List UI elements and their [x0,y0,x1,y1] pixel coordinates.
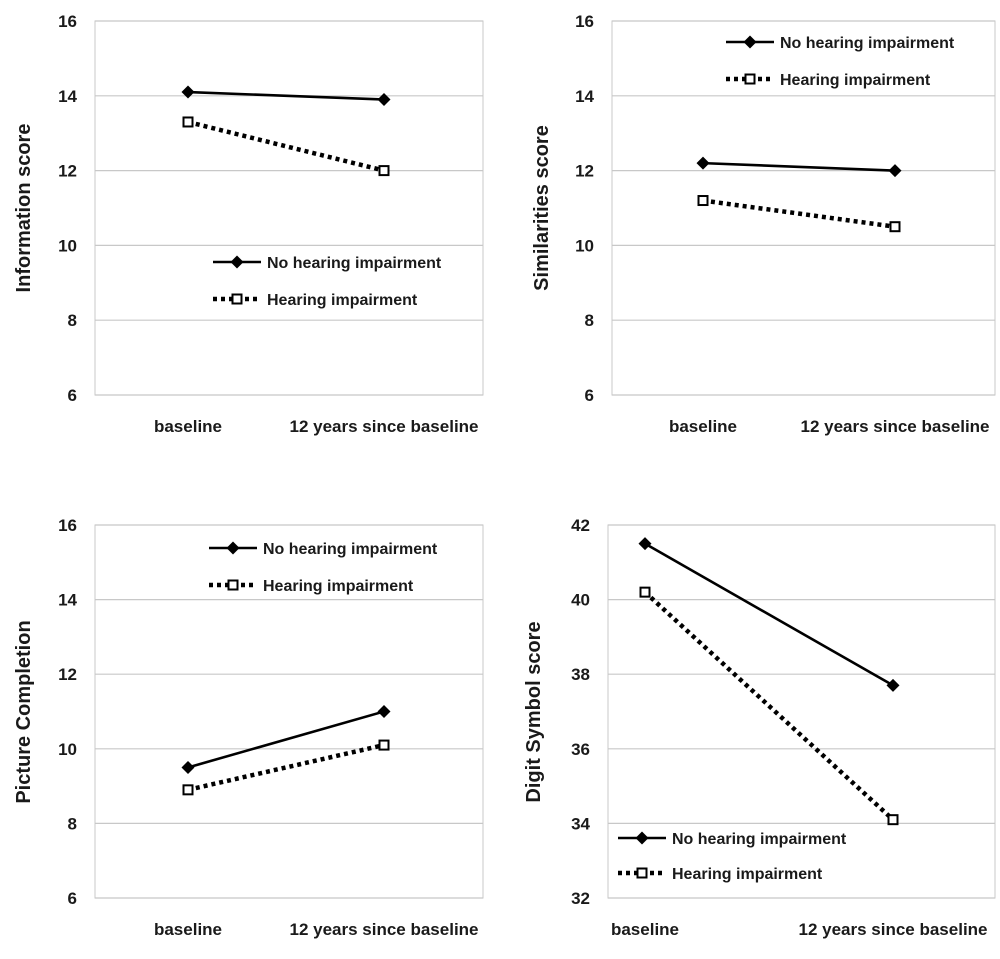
data-point-diamond [181,760,195,774]
data-point-diamond [638,537,652,551]
data-point-diamond [181,85,195,99]
series-line-no-hearing-impairment [187,90,385,101]
x-category-label: 12 years since baseline [800,417,989,436]
data-point-square [182,116,194,128]
data-point-diamond [886,678,900,692]
legend-label: No hearing impairment [780,35,955,52]
chart-panel-1: 6 8 10 12 14 16 baseline 12 years since baselin… [13,12,484,436]
legend-label: Hearing impairment [267,292,418,309]
y-tick-label: 16 [575,12,594,31]
y-tick-label: 10 [58,236,77,255]
legend-square-icon [636,867,648,879]
data-point-square [639,586,651,598]
y-tick-label: 36 [571,740,590,759]
legend-diamond-icon [635,831,649,845]
legend-diamond-icon [230,255,244,269]
legend-label: No hearing impairment [672,831,847,848]
data-point-square [887,814,899,826]
x-category-label: 12 years since baseline [798,920,987,939]
y-tick-label: 6 [585,386,594,405]
x-category-label: baseline [611,920,679,939]
x-category-label: baseline [154,417,222,436]
y-tick-label: 12 [58,665,77,684]
legend-diamond-icon [743,35,757,49]
y-axis-label: Digit Symbol score [523,621,545,802]
y-tick-label: 10 [58,740,77,759]
legend-label: Hearing impairment [672,866,823,883]
y-tick-label: 10 [575,236,594,255]
x-category-label: 12 years since baseline [289,417,478,436]
legend: No hearing impairment Hearing impairment [213,255,442,309]
series-line-hearing-impairment [187,119,385,173]
y-tick-label: 32 [571,889,590,908]
legend: No hearing impairment Hearing impairment [618,831,847,883]
data-point-square [378,165,390,177]
legend: No hearing impairment Hearing impairment [726,35,955,89]
series-line-hearing-impairment [643,590,895,822]
y-tick-label: 16 [58,516,77,535]
chart-panel-2: 6 8 10 12 14 16 baseline 12 years since baselin… [531,12,996,436]
data-point-square [889,221,901,233]
legend-diamond-icon [226,541,240,555]
data-point-diamond [888,164,902,178]
data-point-square [378,739,390,751]
legend-label: No hearing impairment [267,255,442,272]
y-tick-label: 14 [58,87,77,106]
y-tick-label: 42 [571,516,590,535]
legend-label: Hearing impairment [780,72,931,89]
legend: No hearing impairment Hearing impairment [209,541,438,595]
x-category-label: 12 years since baseline [289,920,478,939]
y-tick-label: 8 [68,814,77,833]
y-tick-label: 12 [58,162,77,181]
y-tick-label: 12 [575,162,594,181]
y-tick-label: 14 [58,591,77,610]
data-point-diamond [377,705,391,718]
y-axis-label: Information score [13,124,35,293]
y-tick-label: 6 [68,386,77,405]
y-tick-label: 8 [585,311,594,330]
y-axis-label: Picture Completion [13,620,35,803]
x-category-label: baseline [154,920,222,939]
data-point-diamond [377,93,391,107]
legend-label: Hearing impairment [263,578,414,595]
series-line-no-hearing-impairment [187,710,385,769]
legend-square-icon [744,73,756,85]
y-tick-label: 6 [68,889,77,908]
y-tick-label: 38 [571,665,590,684]
chart-panel-3: 6 8 10 12 14 16 baseline 12 years since baselin… [13,516,484,939]
data-point-diamond [696,156,710,170]
legend-label: No hearing impairment [263,541,438,558]
x-category-label: baseline [669,417,737,436]
legend-square-icon [231,293,243,305]
series-line-hearing-impairment [187,742,385,793]
chart-panel-4: 32 34 36 38 40 42 baseline 12 years since basel… [523,516,996,939]
y-tick-label: 8 [68,311,77,330]
legend-square-icon [227,579,239,591]
series-line-hearing-impairment [702,198,896,229]
series-line-no-hearing-impairment [644,542,894,687]
y-tick-label: 40 [571,591,590,610]
data-point-square [182,784,194,796]
y-tick-label: 16 [58,12,77,31]
y-tick-label: 14 [575,87,594,106]
plot-area [94,20,484,396]
y-axis-label: Similarities score [531,125,553,291]
y-tick-label: 34 [571,814,590,833]
data-point-square [697,195,709,207]
series-line-no-hearing-impairment [702,161,896,172]
